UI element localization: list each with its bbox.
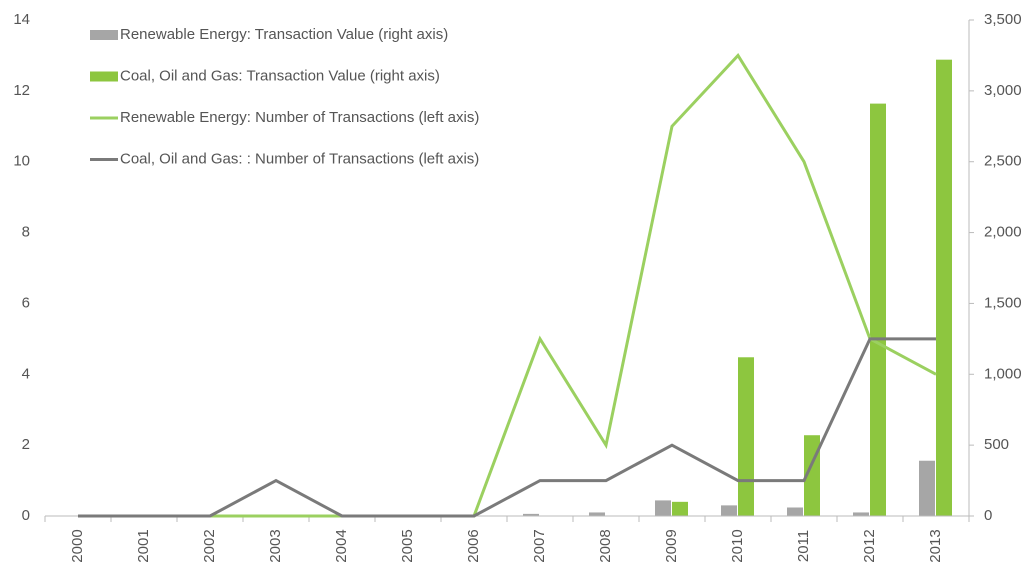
legend-swatch (90, 30, 118, 40)
x-tick-label: 2003 (267, 529, 284, 562)
y-tick-label: 10 (13, 153, 30, 170)
y-tick-label: 8 (22, 224, 30, 241)
line (78, 337, 936, 518)
x-tick-label: 2012 (861, 529, 878, 562)
x-tick-label: 2010 (729, 529, 746, 562)
bar (672, 501, 688, 516)
bar (853, 512, 869, 516)
y2-tick-label: 3,500 (984, 11, 1022, 28)
x-tick-label: 2000 (69, 529, 86, 562)
y2-tick-label: 2,000 (984, 224, 1022, 241)
y2-tick-label: 500 (984, 436, 1009, 453)
x-tick-label: 2006 (465, 529, 482, 562)
y-tick-label: 4 (22, 365, 30, 382)
bar (919, 460, 935, 516)
x-tick-label: 2013 (927, 529, 944, 562)
bar (655, 500, 671, 516)
legend-label: Coal, Oil and Gas: : Number of Transacti… (120, 150, 479, 167)
line (78, 52, 937, 518)
bar (936, 59, 952, 517)
y-tick-label: 14 (13, 11, 30, 28)
bar (523, 513, 539, 516)
y2-tick-label: 2,500 (984, 153, 1022, 170)
bar (589, 512, 605, 516)
y2-tick-label: 0 (984, 507, 992, 524)
bar (870, 103, 886, 517)
y2-tick-label: 1,000 (984, 365, 1022, 382)
x-tick-label: 2002 (201, 529, 218, 562)
bar (787, 507, 803, 516)
x-tick-label: 2008 (597, 529, 614, 562)
legend-swatch (90, 71, 118, 82)
legend-label: Renewable Energy: Number of Transactions… (120, 109, 479, 126)
y2-tick-label: 1,500 (984, 294, 1022, 311)
bar (721, 505, 737, 516)
y2-tick-label: 3,000 (984, 82, 1022, 99)
x-tick-label: 2011 (795, 530, 812, 562)
x-tick-label: 2009 (663, 529, 680, 562)
y-tick-label: 12 (13, 82, 30, 99)
x-tick-label: 2007 (531, 529, 548, 562)
bar (738, 357, 754, 516)
x-tick-label: 2004 (333, 529, 350, 562)
y-tick-label: 2 (22, 436, 30, 453)
x-tick-label: 2005 (399, 529, 416, 562)
y-tick-label: 6 (22, 294, 30, 311)
y-tick-label: 0 (22, 507, 30, 524)
legend-label: Renewable Energy: Transaction Value (rig… (120, 26, 448, 43)
x-tick-label: 2001 (135, 529, 152, 562)
legend-label: Coal, Oil and Gas: Transaction Value (ri… (120, 67, 440, 84)
